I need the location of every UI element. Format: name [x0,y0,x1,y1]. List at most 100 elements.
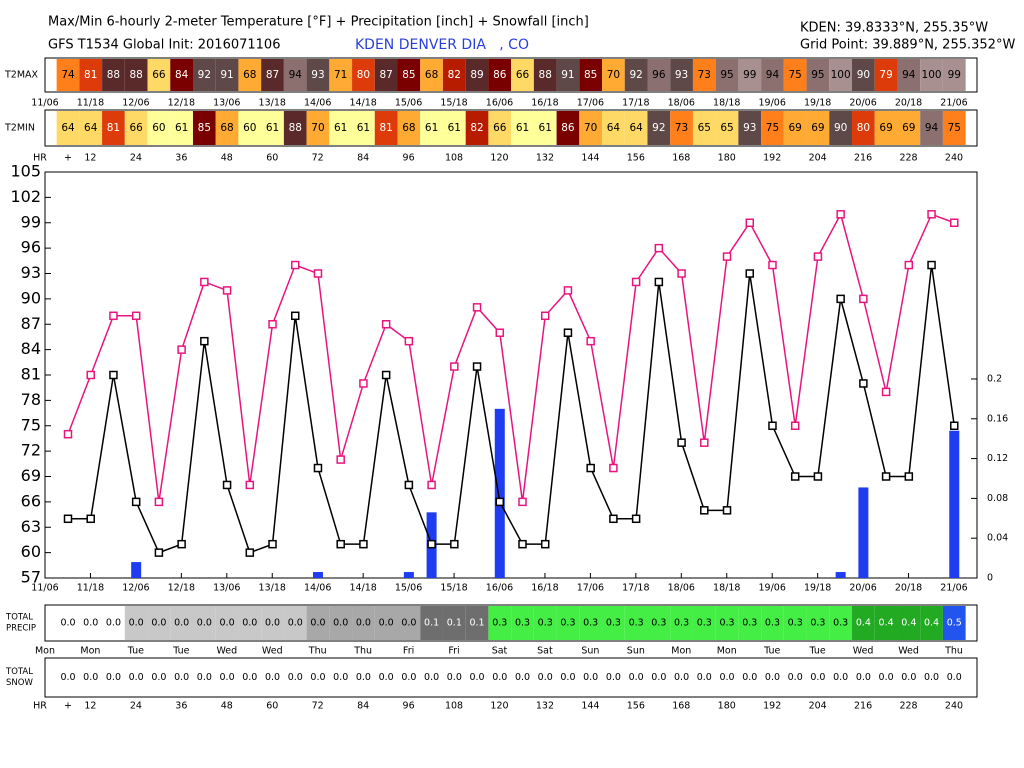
y2-tick-label: 0.04 [987,533,1008,544]
day-label: Fri [403,646,414,657]
temp-marker [654,243,664,253]
temp-cell [829,111,853,145]
day-label: Wed [853,646,874,657]
temp-cell-label: 66 [129,122,143,134]
total-cell [488,606,512,640]
hour-label: 144 [581,153,599,164]
temp-cell [942,59,966,91]
total-cell-label: 0.0 [469,672,484,683]
temp-cell-label: 86 [561,122,575,134]
total-cell [215,659,239,696]
temp-cell-label: 94 [902,69,916,81]
total-cell-label: 0.3 [651,618,666,629]
temp-cell [442,59,466,91]
date-label: 19/18 [804,98,831,109]
day-label: Wed [898,646,919,657]
temp-marker [359,539,368,549]
temp-marker [790,472,800,481]
date-label: 16/18 [531,583,558,594]
temp-marker [495,328,505,337]
temp-cell [352,59,375,91]
temp-marker [950,218,959,227]
temp-cell [806,59,830,91]
temp-cell-label: 61 [334,122,347,134]
temp-cell-label: 85 [198,122,211,134]
total-cell [79,659,103,696]
temp-cell [329,111,353,145]
total-cell [670,606,693,640]
total-cell [170,659,193,696]
temp-marker [631,514,641,524]
temp-cell [306,59,330,91]
row-label: TOTAL [5,613,33,623]
total-cell [511,606,534,640]
total-cell-label: 0.4 [879,618,894,629]
hour-label: 48 [221,153,233,164]
temp-cell-label: 69 [789,122,802,134]
temp-cell-label: 61 [448,122,461,134]
temp-marker [836,294,845,304]
total-cell [533,659,557,696]
temp-cell-label: 64 [629,122,643,134]
hour-label: 216 [854,701,872,712]
temp-marker [745,218,754,227]
temp-cell-label: 61 [539,122,552,134]
total-cell [761,659,784,696]
temp-cell-label: 64 [84,122,98,134]
total-cell [647,606,671,640]
total-cell [579,659,603,696]
temp-marker [609,463,618,473]
temp-cell [261,59,284,91]
temp-cell [670,59,693,91]
day-label: Fri [448,646,459,657]
temp-marker [177,345,186,354]
y-tick-label: 60 [21,542,41,561]
total-cell-label: 0.0 [447,672,462,683]
temp-cell-label: 95 [811,69,824,81]
y-tick-label: 72 [21,441,41,460]
day-label: Sun [581,646,599,657]
hour-label: 180 [718,153,736,164]
hour-label: 120 [490,701,508,712]
temp-cell-label: 92 [629,69,642,81]
temp-cell [420,111,443,145]
hour-label: 84 [357,701,369,712]
temp-marker [154,497,164,507]
temp-marker [404,336,414,346]
hour-label: 24 [130,701,142,712]
total-cell-label: 0.0 [242,618,257,629]
y-tick-label: 93 [21,263,41,282]
total-cell-label: 0.0 [310,618,325,629]
temp-cell [852,111,875,145]
temp-cell-label: 90 [857,69,870,81]
temp-marker [109,370,118,380]
total-cell-label: 0.0 [106,672,121,683]
total-cell-label: 0.3 [742,618,757,629]
temp-cell-label: 91 [561,69,574,81]
temp-cell-label: 70 [311,122,324,134]
total-cell [806,659,830,696]
temp-cell [602,111,625,145]
temp-cell [738,59,762,91]
hour-label: 192 [763,153,781,164]
temp-cell [670,111,693,145]
total-cell-label: 0.3 [788,618,803,629]
temp-cell-label: 94 [925,122,939,134]
temp-line [68,264,956,554]
date-label: 18/18 [713,98,740,109]
temp-cell-label: 99 [948,69,961,81]
temp-cell-label: 99 [743,69,756,81]
temp-cell [556,111,580,145]
total-cell [602,659,625,696]
temp-marker [381,370,391,380]
temp-marker [381,320,391,329]
temp-cell [602,59,625,91]
total-cell [624,606,648,640]
total-cell-label: 0.0 [833,672,848,683]
temp-cell-label: 93 [311,69,324,81]
temp-cell-label: 91 [220,69,233,81]
date-label: 18/18 [713,583,740,594]
temp-marker [313,269,323,278]
temp-cell [215,59,239,91]
temp-cell-label: 88 [107,69,120,81]
